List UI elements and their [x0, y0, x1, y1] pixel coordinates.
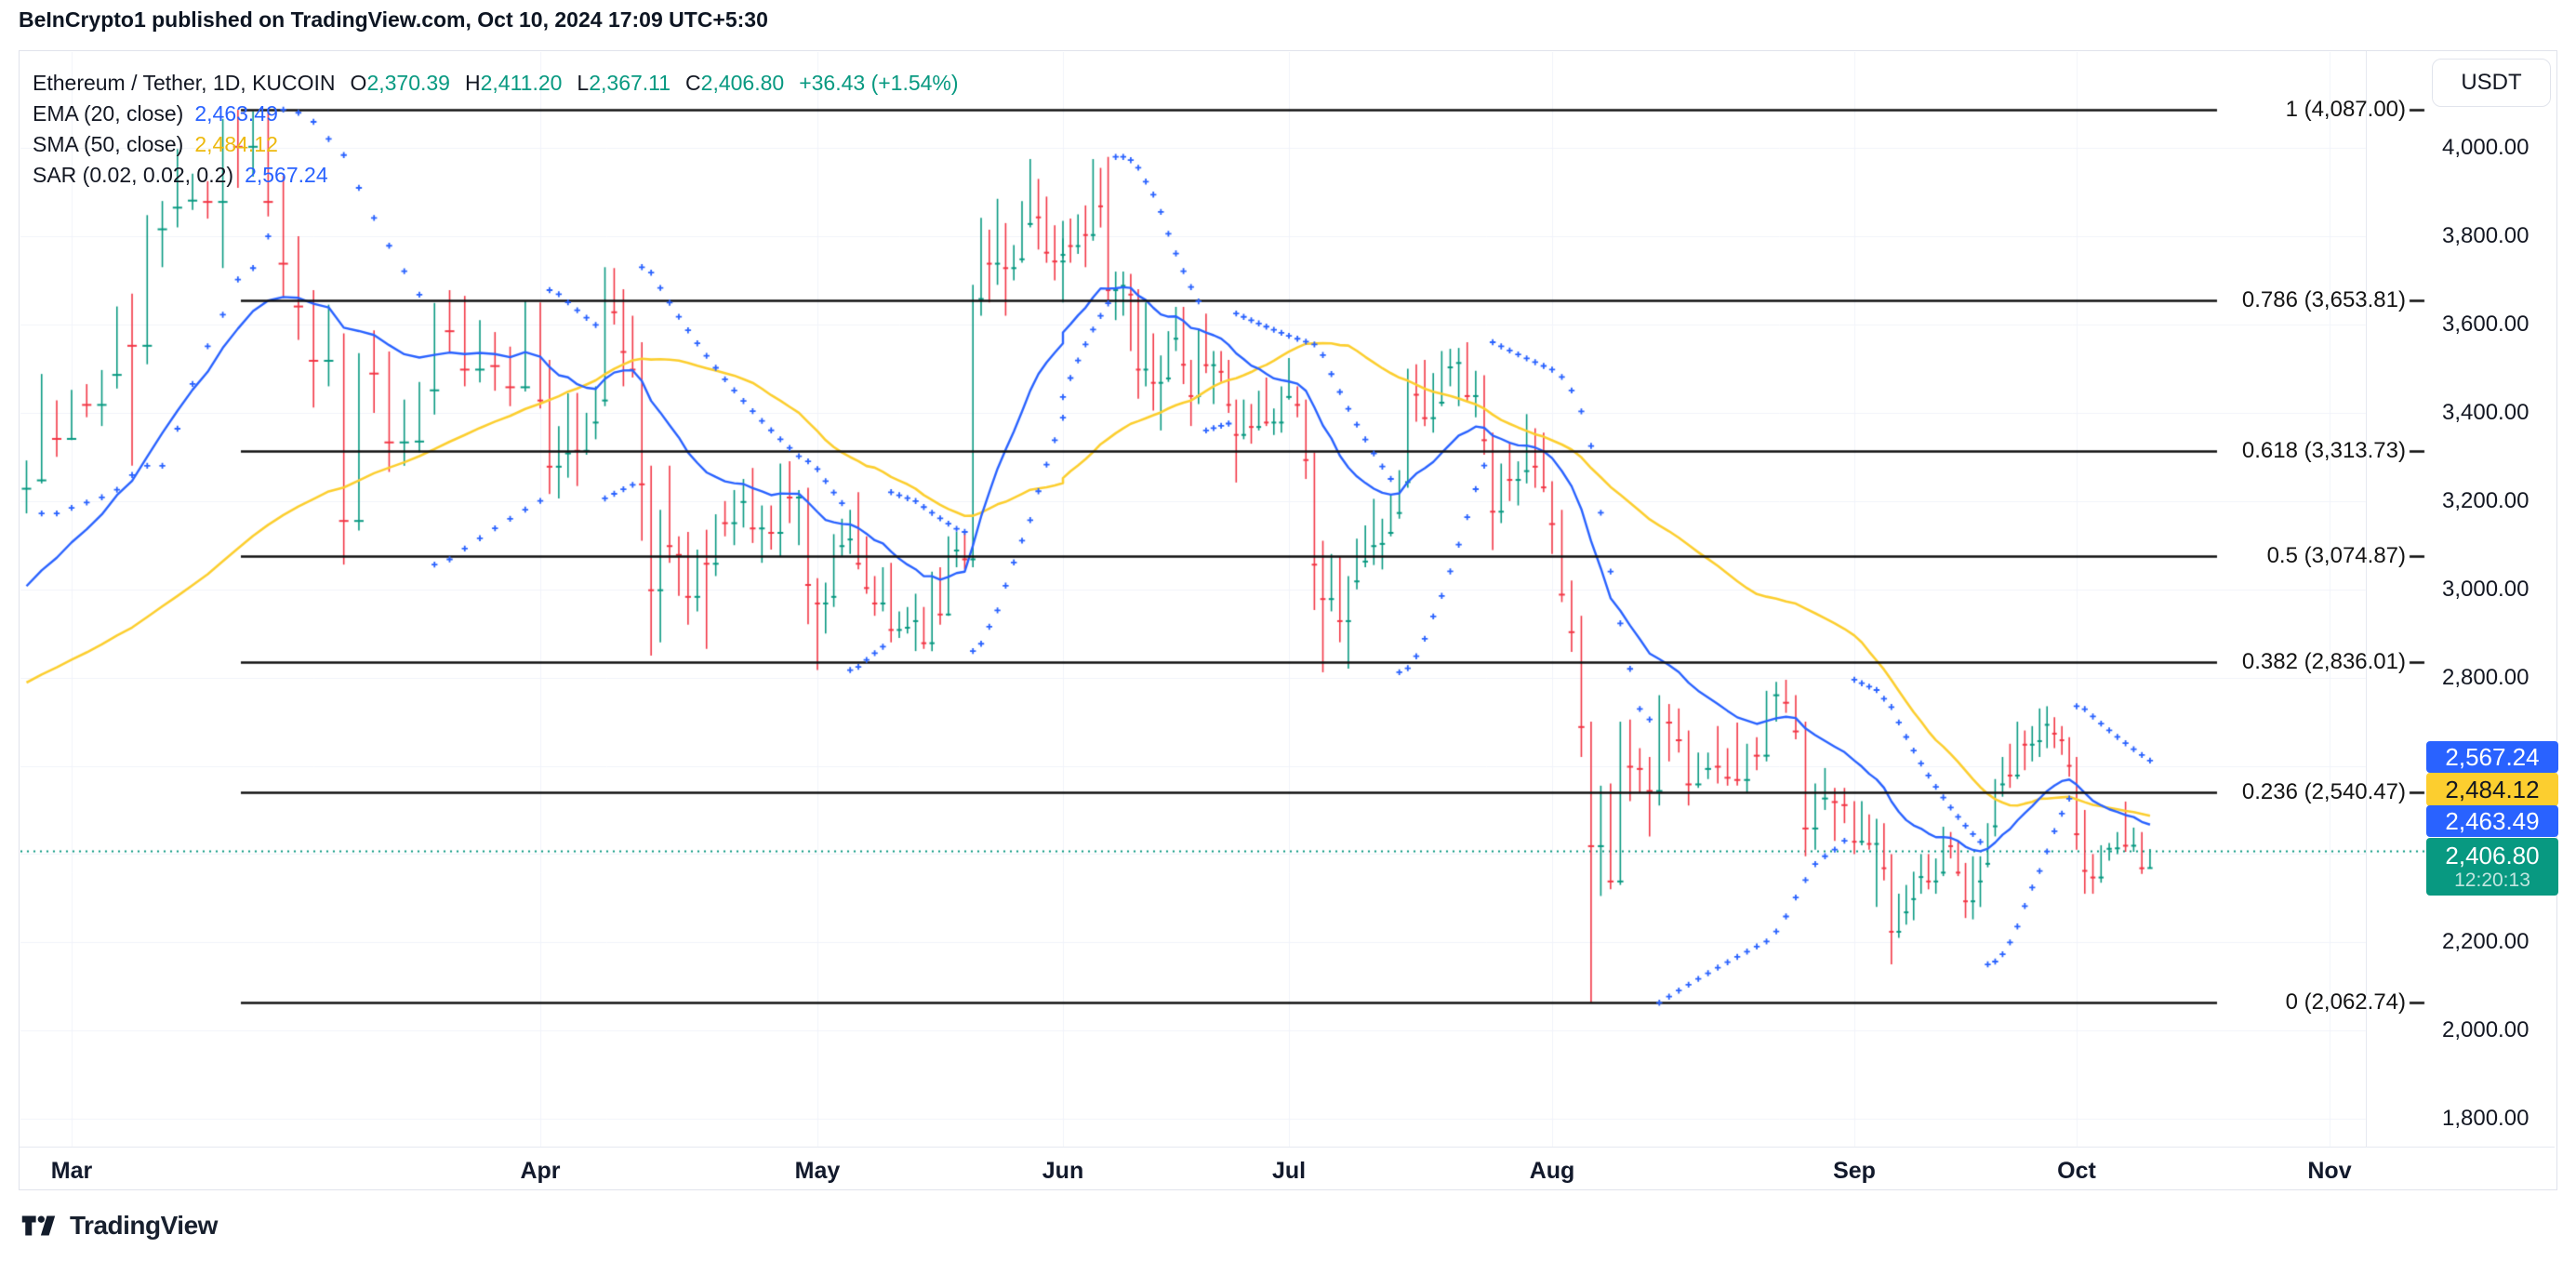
legend-indicator-row[interactable]: EMA (20, close) 2,463.49	[33, 99, 959, 129]
price-tick-label: 3,600.00	[2442, 312, 2530, 337]
price-badge: 2,567.24	[2426, 741, 2558, 773]
ohlc-value: 2,411.20	[480, 71, 563, 95]
badge-price: 2,484.12	[2445, 776, 2540, 803]
badge-price: 2,463.49	[2445, 807, 2540, 835]
legend-indicators: EMA (20, close) 2,463.49 SMA (50, close) 2,…	[33, 99, 959, 191]
legend-symbol-row[interactable]: Ethereum / Tether, 1D, KUCOIN O2,370.39 H2…	[33, 68, 959, 99]
fib-level-label[interactable]: 0.5 (3,074.87)	[2266, 543, 2406, 569]
month-tick-label: Oct	[2057, 1158, 2096, 1184]
fib-level-label[interactable]: 0.382 (2,836.01)	[2241, 648, 2406, 674]
fib-level-label[interactable]: 0.618 (3,313.73)	[2241, 437, 2406, 463]
ohlc-letter: H	[464, 71, 481, 95]
time-axis-separator	[20, 1147, 2555, 1148]
price-tick-label: 1,800.00	[2442, 1106, 2530, 1132]
fib-level-label[interactable]: 0 (2,062.74)	[2285, 989, 2406, 1015]
fib-level-label[interactable]: 0.786 (3,653.81)	[2241, 287, 2406, 313]
price-tick-label: 4,000.00	[2442, 135, 2530, 161]
month-tick-label: Jun	[1042, 1158, 1084, 1184]
ohlc-value: 2,367.11	[589, 71, 671, 95]
legend-change: +36.43 (+1.54%)	[799, 71, 959, 95]
tradingview-brand-text[interactable]: TradingView	[70, 1211, 218, 1240]
indicator-value: 2,484.12	[194, 132, 278, 156]
badge-countdown: 12:20:13	[2454, 869, 2530, 891]
month-tick-label: Nov	[2307, 1158, 2352, 1184]
price-chart-canvas[interactable]	[20, 52, 2556, 1147]
legend-indicator-row[interactable]: SMA (50, close) 2,484.12	[33, 129, 959, 160]
tradingview-logo-icon[interactable]	[20, 1213, 60, 1239]
price-tick-label: 2,200.00	[2442, 929, 2530, 955]
legend-ohlc: O2,370.39 H2,411.20 L2,367.11 C2,406.80	[336, 71, 785, 95]
fib-level-label[interactable]: 0.236 (2,540.47)	[2241, 778, 2406, 804]
month-tick-label: Aug	[1529, 1158, 1575, 1184]
indicator-name: SMA (50, close)	[33, 132, 184, 156]
price-axis-separator	[2366, 51, 2367, 1147]
currency-toggle-button[interactable]: USDT	[2432, 59, 2551, 107]
indicator-value: 2,463.49	[194, 101, 278, 126]
fib-level-label[interactable]: 1 (4,087.00)	[2285, 96, 2406, 122]
attribution-text: BeInCrypto1 published on TradingView.com…	[19, 7, 768, 32]
ohlc-letter: L	[577, 71, 590, 95]
price-badge: 2,484.12	[2426, 773, 2558, 806]
indicator-name: EMA (20, close)	[33, 101, 184, 126]
month-tick-label: Apr	[520, 1158, 561, 1184]
ohlc-letter: C	[685, 71, 701, 95]
price-badge: 2,406.80 12:20:13	[2426, 838, 2558, 896]
chart-card: Ethereum / Tether, 1D, KUCOIN O2,370.39 H2…	[19, 50, 2558, 1190]
month-tick-label: May	[794, 1158, 841, 1184]
price-tick-label: 3,400.00	[2442, 399, 2530, 425]
ohlc-value: 2,406.80	[700, 71, 785, 95]
price-badge: 2,463.49	[2426, 805, 2558, 837]
price-tick-label: 3,200.00	[2442, 487, 2530, 513]
indicator-value: 2,567.24	[245, 163, 328, 187]
legend-indicator-row[interactable]: SAR (0.02, 0.02, 0.2) 2,567.24	[33, 160, 959, 191]
month-tick-label: Sep	[1833, 1158, 1876, 1184]
price-tick-label: 3,000.00	[2442, 576, 2530, 602]
chart-legend: Ethereum / Tether, 1D, KUCOIN O2,370.39 H2…	[33, 68, 959, 191]
month-tick-label: Jul	[1271, 1158, 1307, 1184]
indicator-name: SAR (0.02, 0.02, 0.2)	[33, 163, 234, 187]
symbol-title: Ethereum / Tether, 1D, KUCOIN	[33, 71, 336, 95]
ohlc-value: 2,370.39	[366, 71, 450, 95]
footer: TradingView	[20, 1211, 218, 1241]
price-tick-label: 2,000.00	[2442, 1017, 2530, 1043]
price-tick-label: 3,800.00	[2442, 223, 2530, 249]
badge-price: 2,567.24	[2445, 743, 2540, 771]
month-tick-label: Mar	[50, 1158, 93, 1184]
price-tick-label: 2,800.00	[2442, 664, 2530, 690]
ohlc-letter: O	[350, 71, 367, 95]
badge-price: 2,406.80	[2445, 842, 2540, 869]
